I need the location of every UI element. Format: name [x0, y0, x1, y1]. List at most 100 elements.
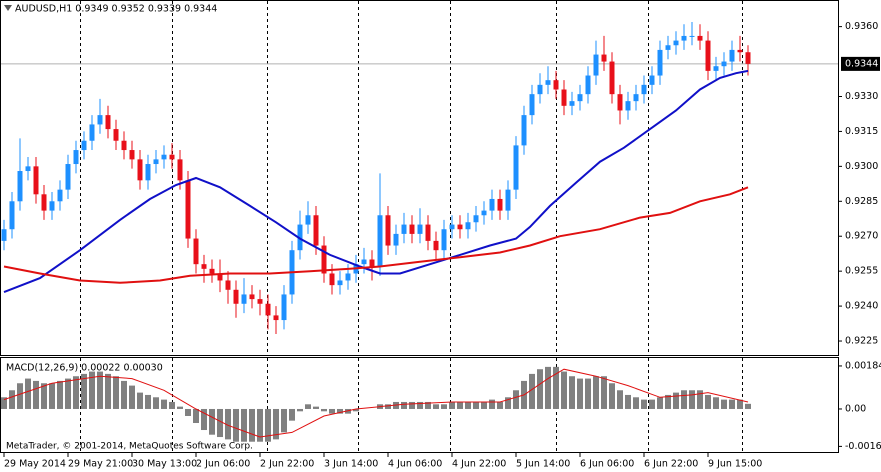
y-tick-label: 0.9360 [845, 21, 878, 32]
candle-body [89, 124, 95, 141]
candle-body [369, 259, 375, 267]
candle-body [561, 89, 567, 106]
candle-body [553, 80, 559, 90]
histogram-bar [737, 399, 743, 409]
candle-body [17, 171, 23, 202]
candle-body [385, 215, 391, 246]
candle-body [313, 215, 319, 246]
x-tick-label: 2 Jun 22:00 [260, 459, 314, 470]
histogram-bar [209, 408, 215, 435]
candle-body [137, 159, 143, 181]
histogram-bar [577, 378, 583, 409]
candle-body [465, 222, 471, 230]
candle-body [169, 154, 175, 160]
candle-body [697, 35, 703, 41]
histogram-bar [57, 380, 63, 409]
histogram-bar [449, 401, 455, 409]
histogram-bar [337, 408, 343, 414]
histogram-bar [729, 399, 735, 409]
candle-body [521, 115, 527, 146]
y-tick-label: 0.9315 [845, 126, 878, 137]
y-tick-label: 0.00184 [845, 360, 881, 371]
histogram-bar [681, 390, 687, 409]
histogram-bar [529, 373, 535, 409]
histogram-bar [273, 408, 279, 440]
histogram-bar [545, 366, 551, 409]
histogram-bar [593, 376, 599, 409]
histogram-bar [689, 390, 695, 409]
histogram-bar [329, 408, 335, 414]
candle-body [305, 215, 311, 225]
histogram-bar [9, 390, 15, 409]
candle-body [481, 210, 487, 216]
histogram-bar [137, 392, 143, 409]
histogram-bar [633, 397, 639, 409]
histogram-bar [73, 376, 79, 409]
candle-body [649, 75, 655, 85]
indicator-line [3, 186, 749, 284]
histogram-bar [193, 408, 199, 424]
candle-body [321, 245, 327, 274]
candle-body [9, 201, 15, 230]
candle-body [641, 84, 647, 95]
candle-body [569, 101, 575, 106]
candle-body [249, 294, 255, 300]
histogram-bar [161, 399, 167, 409]
x-tick-label: 4 Jun 22:00 [452, 459, 506, 470]
collapse-icon [4, 5, 12, 11]
histogram-bar [441, 404, 447, 409]
candle-body [209, 268, 215, 274]
candle-body [1, 229, 7, 241]
candle-body [153, 159, 159, 165]
candle-body [121, 140, 127, 151]
candle-body [201, 264, 207, 269]
candle-body [633, 94, 639, 102]
histogram-bar [241, 408, 247, 442]
histogram-bar [33, 380, 39, 409]
y-tick-label: 0.9240 [845, 301, 878, 312]
candle-body [377, 215, 383, 267]
candle-body [393, 233, 399, 246]
histogram-bar [49, 383, 55, 409]
histogram-bar [473, 401, 479, 409]
main-panel [0, 0, 839, 356]
candle-body [593, 54, 599, 76]
histogram-bar [281, 408, 287, 433]
x-tick-label: 5 Jun 14:00 [516, 459, 570, 470]
candle-body [417, 224, 423, 234]
histogram-bar [537, 369, 543, 409]
histogram-bar [745, 403, 751, 409]
candle-body [409, 224, 415, 234]
candle-body [113, 129, 119, 141]
histogram-bar [249, 408, 255, 442]
histogram-bar [321, 408, 327, 412]
histogram-bar [721, 399, 727, 409]
x-tick-label: 6 Jun 06:00 [580, 459, 634, 470]
histogram-bar [201, 408, 207, 431]
candle-body [745, 52, 751, 64]
histogram-bar [121, 380, 127, 409]
candle-body [689, 35, 695, 37]
histogram-bar [25, 378, 31, 409]
x-tick-label: 29 May 21:00 [68, 459, 133, 470]
candle-body [273, 315, 279, 321]
candle-body [497, 198, 503, 211]
histogram-bar [569, 376, 575, 409]
histogram-bar [169, 401, 175, 409]
candle-body [529, 94, 535, 116]
candle-body [25, 166, 31, 172]
histogram-bar [385, 404, 391, 409]
histogram-bar [553, 366, 559, 409]
histogram-bar [41, 383, 47, 409]
candle-body [433, 240, 439, 251]
histogram-bar [705, 394, 711, 409]
candle-body [345, 273, 351, 281]
histogram-bar [81, 373, 87, 409]
histogram-bar [297, 408, 303, 412]
candle-body [225, 280, 231, 290]
histogram-bar [177, 406, 183, 409]
histogram-bar [657, 397, 663, 409]
histogram-bar [153, 397, 159, 409]
candle-body [705, 40, 711, 71]
